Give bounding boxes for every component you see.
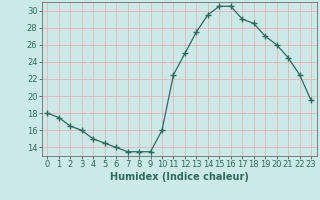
X-axis label: Humidex (Indice chaleur): Humidex (Indice chaleur) — [110, 172, 249, 182]
